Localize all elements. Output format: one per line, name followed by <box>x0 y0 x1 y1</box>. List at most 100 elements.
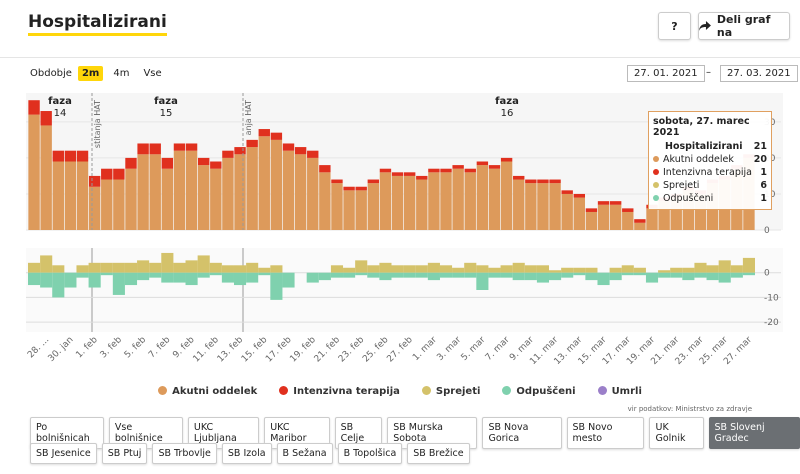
x-tick-label: 21. feb <box>313 335 343 365</box>
bar-segment <box>149 154 161 230</box>
bar-segment <box>525 183 537 230</box>
x-tick-label: 11. feb <box>192 335 222 365</box>
period-option[interactable]: 4m <box>113 68 130 79</box>
bar <box>88 262 101 273</box>
bar <box>658 272 671 278</box>
y-tick-label: -10 <box>764 293 779 303</box>
bar <box>391 272 404 278</box>
bar-segment <box>258 129 270 137</box>
bar-segment <box>428 168 440 173</box>
tooltip-value: 21 <box>753 141 767 152</box>
bar-segment <box>464 168 476 173</box>
x-tick-label: 19. feb <box>288 335 318 365</box>
tooltip-label: Hospitalizirani <box>665 141 743 152</box>
hospital-button[interactable]: B Topolšica <box>337 443 403 464</box>
help-button[interactable]: ? <box>658 12 691 40</box>
tooltip-label-wrap: Akutni oddelek <box>653 154 734 165</box>
bar-segment <box>270 132 283 140</box>
period-option[interactable]: 2m <box>77 66 104 81</box>
hospital-button[interactable]: SB Novo mesto <box>566 417 645 449</box>
tooltip-row: Intenzivna terapija 1 <box>653 166 767 179</box>
bar <box>282 272 295 288</box>
legend-item[interactable]: Akutni oddelek <box>158 386 257 397</box>
legend-label: Odpuščeni <box>516 386 576 397</box>
bar-segment <box>355 190 367 230</box>
legend-item[interactable]: Intenzivna terapija <box>279 386 400 397</box>
bar-segment <box>52 161 64 230</box>
bar <box>488 267 501 273</box>
bar-segment <box>113 179 125 230</box>
bar-segment <box>609 204 622 230</box>
hospital-button[interactable]: SB Jesenice <box>30 443 97 464</box>
bar-segment <box>355 186 367 191</box>
bar-segment <box>561 193 573 230</box>
bar-segment <box>222 150 234 158</box>
bar <box>258 272 271 276</box>
bar-segment <box>416 175 428 180</box>
hospital-button[interactable]: B Sežana <box>276 443 333 464</box>
bar-segment <box>76 150 89 162</box>
bar-segment <box>440 168 452 173</box>
bar-segment <box>573 193 586 198</box>
hospital-button[interactable]: SB Brežice <box>407 443 470 464</box>
x-tick-label: 1. feb <box>74 335 100 361</box>
bar-segment <box>137 143 149 155</box>
bar-segment <box>210 161 222 169</box>
tooltip-value: 1 <box>760 167 767 178</box>
date-to[interactable]: 27. 03. 2021 <box>720 65 798 82</box>
bar-segment <box>525 179 537 184</box>
bar <box>173 272 186 283</box>
bar-segment <box>500 157 513 162</box>
bar <box>439 265 453 273</box>
annotation: faza <box>495 96 519 107</box>
bar <box>209 272 222 276</box>
bar <box>343 272 356 278</box>
marker-label: stitanja HAT <box>93 100 102 148</box>
bar <box>585 267 598 273</box>
bar-segment <box>161 168 174 230</box>
bar-segment <box>161 157 174 169</box>
bar-segment <box>40 111 52 126</box>
bar-segment <box>210 168 222 230</box>
bar <box>233 265 247 273</box>
bar <box>185 272 198 286</box>
hospital-button[interactable]: SB Trbovlje <box>152 443 217 464</box>
date-from[interactable]: 27. 01. 2021 <box>627 65 705 82</box>
source: vir podatkov: Ministrstvo za zdravje <box>627 405 752 413</box>
legend-item[interactable]: Sprejeti <box>421 386 480 397</box>
legend-label: Umrli <box>611 386 642 397</box>
bar-segment <box>282 150 295 230</box>
annotation: 14 <box>54 108 67 119</box>
bar-segment <box>428 172 440 230</box>
bar <box>597 272 610 286</box>
bar <box>694 272 707 278</box>
bar-segment <box>101 179 113 230</box>
bar-segment <box>367 183 380 230</box>
legend-item[interactable]: Umrli <box>597 386 642 397</box>
share-button[interactable]: Deli graf na <box>698 12 790 40</box>
hospital-button[interactable]: SB Ptuj <box>101 443 148 464</box>
bar <box>621 272 634 276</box>
period-label: Obdobje <box>30 68 72 79</box>
bar-segment <box>464 172 476 230</box>
legend: Akutni oddelek Intenzivna terapija Sprejet… <box>0 386 800 397</box>
hospital-button[interactable]: SB Nova Gorica <box>482 417 562 449</box>
bar <box>682 267 695 273</box>
bar-segment <box>379 172 392 230</box>
period-option[interactable]: Vse <box>143 68 162 79</box>
bar <box>197 272 210 278</box>
bar <box>40 255 53 273</box>
bar-segment <box>585 208 598 212</box>
date-separator: – <box>706 67 711 78</box>
tooltip-value: 6 <box>760 180 767 191</box>
legend-item[interactable]: Odpuščeni <box>502 386 576 397</box>
hospital-button[interactable]: SB Slovenj Gradec <box>708 417 800 449</box>
tooltip-row: Sprejeti 6 <box>653 179 767 192</box>
legend-label: Akutni oddelek <box>172 386 258 397</box>
hospital-button[interactable]: UK Golnik <box>649 417 704 449</box>
bar <box>173 262 186 273</box>
bar-segment <box>40 125 52 230</box>
hospital-button[interactable]: SB Izola <box>221 443 272 464</box>
bar-segment <box>343 186 355 191</box>
bar <box>718 260 731 273</box>
